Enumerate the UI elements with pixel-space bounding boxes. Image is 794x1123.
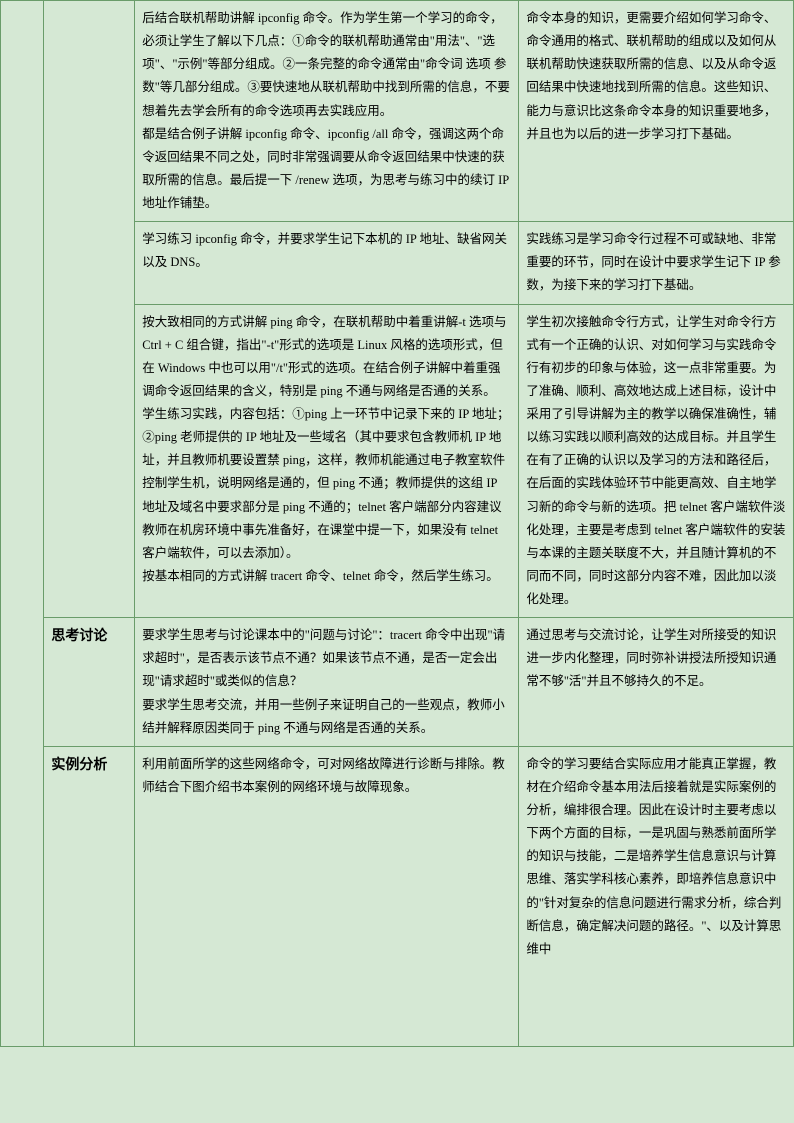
col-phase: 实例分析: [44, 746, 135, 1046]
table-row: 后结合联机帮助讲解 ipconfig 命令。作为学生第一个学习的命令，必须让学生…: [1, 1, 794, 222]
table-row: 实例分析 利用前面所学的这些网络命令，可对网络故障进行诊断与排除。教师结合下图介…: [1, 746, 794, 1046]
col-rationale: 命令的学习要结合实际应用才能真正掌握，教材在介绍命令基本用法后接着就是实际案例的…: [519, 746, 794, 1046]
col-phase: 思考讨论: [44, 618, 135, 747]
col-activity: 利用前面所学的这些网络命令，可对网络故障进行诊断与排除。教师结合下图介绍书本案例…: [135, 746, 519, 1046]
col-rationale: 通过思考与交流讨论，让学生对所接受的知识进一步内化整理，同时弥补讲授法所授知识通…: [519, 618, 794, 747]
lesson-plan-table: 后结合联机帮助讲解 ipconfig 命令。作为学生第一个学习的命令，必须让学生…: [0, 0, 794, 1047]
col-activity: 按大致相同的方式讲解 ping 命令，在联机帮助中着重讲解-t 选项与 Ctrl…: [135, 304, 519, 618]
col-section: [1, 1, 44, 1047]
col-rationale: 学生初次接触命令行方式，让学生对命令行方式有一个正确的认识、对如何学习与实践命令…: [519, 304, 794, 618]
col-activity: 后结合联机帮助讲解 ipconfig 命令。作为学生第一个学习的命令，必须让学生…: [135, 1, 519, 222]
col-activity: 要求学生思考与讨论课本中的"问题与讨论"：tracert 命令中出现"请求超时"…: [135, 618, 519, 747]
col-rationale: 命令本身的知识，更需要介绍如何学习命令、命令通用的格式、联机帮助的组成以及如何从…: [519, 1, 794, 222]
table-row: 思考讨论 要求学生思考与讨论课本中的"问题与讨论"：tracert 命令中出现"…: [1, 618, 794, 747]
col-phase: [44, 1, 135, 618]
col-rationale: 实践练习是学习命令行过程不可或缺地、非常重要的环节，同时在设计中要求学生记下 I…: [519, 222, 794, 304]
page-container: 后结合联机帮助讲解 ipconfig 命令。作为学生第一个学习的命令，必须让学生…: [0, 0, 794, 1123]
col-activity: 学习练习 ipconfig 命令，并要求学生记下本机的 IP 地址、缺省网关以及…: [135, 222, 519, 304]
